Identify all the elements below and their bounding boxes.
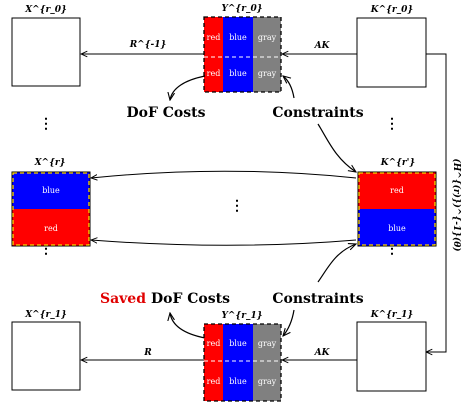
arrow-kprime-to-xr-bottom <box>91 240 357 246</box>
arrow-ak-top-label: AK <box>314 41 331 51</box>
y-r1-cell-gray-2 <box>253 361 281 401</box>
matrix-y-r0-label: Y^{r_0} <box>221 4 262 14</box>
arrow-from-constraints-bottom <box>283 309 295 336</box>
arrow-to-saved-dof-costs <box>170 313 206 339</box>
ellipsis-right-top: ⋮ <box>385 116 399 132</box>
y-r1-text-blue-1: blue <box>229 339 247 348</box>
arrow-side-return <box>426 53 447 352</box>
x-r-text-blue: blue <box>42 186 60 195</box>
saved-dof-costs-word: DoF Costs <box>151 291 230 307</box>
y-r0-text-blue-2: blue <box>229 69 247 78</box>
matrix-k-r-prime-label: K^{r'} <box>380 158 416 168</box>
arrow-kprime-to-xr-top <box>91 170 357 178</box>
ellipsis-center: ⋮ <box>230 198 244 214</box>
y-r0-cell-red-2 <box>204 57 223 92</box>
y-r1-text-red-2: red <box>207 377 221 386</box>
saved-dof-costs-label: Saved DoF Costs <box>100 291 230 307</box>
arrow-from-constraints <box>283 76 295 99</box>
y-r0-text-blue-1: blue <box>229 33 247 42</box>
matrix-k-r0-label: K^{r_0} <box>370 5 414 15</box>
x-r-cell-red <box>12 209 90 246</box>
y-r0-text-red-2: red <box>207 69 221 78</box>
matrix-x-r1: X^{r_1} <box>11 310 81 391</box>
y-r0-cell-gray-2 <box>253 57 281 92</box>
y-r0-cell-blue-2 <box>223 57 253 92</box>
ellipsis-left-top: ⋮ <box>39 116 53 132</box>
arrow-r-inv-label: R^{-1} <box>129 40 167 50</box>
y-r1-text-gray-2: gray <box>258 377 277 386</box>
k-rprime-text-blue: blue <box>388 224 406 233</box>
arrow-r-label: R <box>143 348 152 358</box>
dof-costs-label: DoF Costs <box>126 105 205 121</box>
y-r1-text-gray-1: gray <box>258 339 277 348</box>
y-r1-cell-blue-1 <box>223 324 253 361</box>
y-r0-cell-gray-1 <box>253 17 281 57</box>
arrow-ak-bottom-label: AK <box>314 348 331 358</box>
y-r1-text-red-1: red <box>207 339 221 348</box>
matrix-y-r0: Y^{r_0} red blue gray red blue gray <box>203 4 282 93</box>
constraints-bottom-label: Constraints <box>272 291 363 307</box>
y-r1-cell-gray-1 <box>253 324 281 361</box>
y-r1-cell-red-1 <box>204 324 223 361</box>
y-r0-cell-blue-1 <box>223 17 253 57</box>
arrow-constraints-bottom-to-kprime <box>317 244 356 283</box>
y-r1-cell-blue-2 <box>223 361 253 401</box>
x-r-text-red: red <box>44 224 58 233</box>
y-r0-text-gray-1: gray <box>258 33 277 42</box>
matrix-x-r0-label: X^{r_0} <box>24 5 67 15</box>
k-rprime-text-red: red <box>390 186 404 195</box>
y-r0-cell-red-1 <box>204 17 223 57</box>
matrix-y-r1: Y^{r_1} red blue gray red blue gray <box>203 311 282 402</box>
x-r-cell-blue <box>12 172 90 209</box>
saved-word: Saved <box>100 291 146 307</box>
matrix-x-r-label: X^{r} <box>34 158 66 168</box>
matrix-k-r1-label: K^{r_1} <box>370 310 414 320</box>
y-r1-text-blue-2: blue <box>229 377 247 386</box>
y-r0-text-red-1: red <box>207 33 221 42</box>
matrix-x-r1-label: X^{r_1} <box>24 310 67 320</box>
arrow-side-label: (H^{(r)})^{-1}(θ) <box>451 158 462 251</box>
arrow-constraints-to-kprime <box>317 123 356 172</box>
matrix-x-r: X^{r} blue red <box>11 158 91 247</box>
matrix-y-r1-label: Y^{r_1} <box>221 311 262 321</box>
k-rprime-cell-blue <box>358 209 436 246</box>
arrow-to-dof-costs <box>170 75 206 100</box>
k-rprime-cell-red <box>358 172 436 209</box>
matrix-k-r0: K^{r_0} <box>356 5 427 88</box>
y-r0-text-gray-2: gray <box>258 69 277 78</box>
matrix-k-r1: K^{r_1} <box>356 310 427 392</box>
matrix-x-r0: X^{r_0} <box>11 5 81 87</box>
y-r1-cell-red-2 <box>204 361 223 401</box>
constraints-top-label: Constraints <box>272 105 363 121</box>
matrix-k-r-prime: K^{r'} red blue <box>357 158 437 247</box>
